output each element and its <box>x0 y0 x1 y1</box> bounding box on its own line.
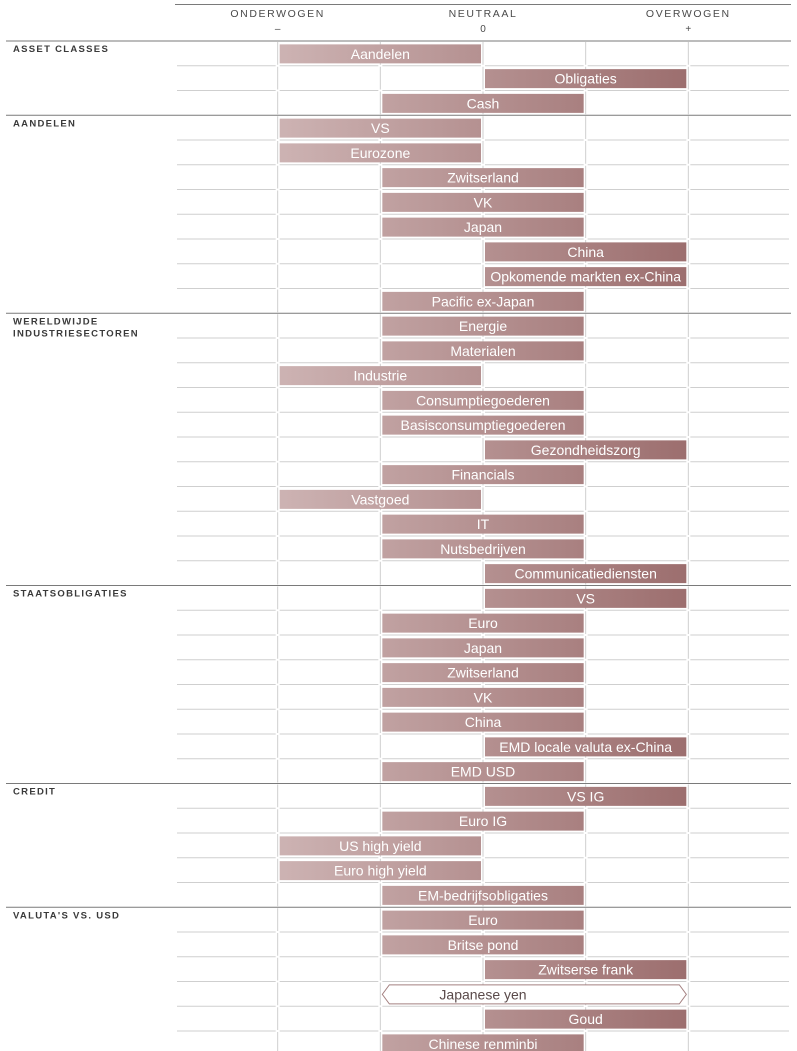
bar-label: Goud <box>569 1011 603 1027</box>
bar-label: Energie <box>459 318 507 334</box>
bar-label: EMD locale valuta ex-China <box>499 739 672 755</box>
bar <box>382 514 584 534</box>
bar-label: Britse pond <box>448 937 519 953</box>
bar-label: Basisconsumptiegoederen <box>401 417 566 433</box>
bar-label: Gezondheidszorg <box>531 442 641 458</box>
bar-label: Zwitserland <box>447 665 519 681</box>
bar <box>382 811 584 831</box>
bar-label: Zwitserland <box>447 170 519 186</box>
bar-label: Euro high yield <box>334 863 427 879</box>
bar-label: VK <box>474 689 493 705</box>
bar-label: Communicatiediensten <box>514 566 656 582</box>
bar <box>382 415 584 435</box>
bar <box>382 341 584 361</box>
bar <box>382 663 584 683</box>
bar <box>279 366 481 386</box>
bar <box>485 564 687 584</box>
bar-label: IT <box>477 516 490 532</box>
bar <box>279 489 481 509</box>
group-labels: ASSET CLASSES AANDELEN WERELDWIJDE INDUSTRI… <box>13 44 139 921</box>
bar <box>382 217 584 237</box>
bar <box>382 885 584 905</box>
header-label-overwogen: OVERWOGEN <box>646 8 731 20</box>
bar <box>382 93 584 113</box>
bar <box>382 192 584 212</box>
header-symbol: + <box>685 24 691 35</box>
bar-label: Japan <box>464 640 502 656</box>
bars: Aandelen Obligaties Cash VS Eurozone Zwitserl… <box>279 44 687 1051</box>
column-header: ONDERWOGEN – NEUTRAAL 0 OVERWOGEN + <box>175 4 791 35</box>
group-label: ASSET CLASSES <box>13 44 109 55</box>
header-symbol: – <box>275 24 281 35</box>
header-label-onderwogen: ONDERWOGEN <box>230 8 325 20</box>
bar-label: VK <box>474 194 493 210</box>
bar-label: Vastgoed <box>351 491 409 507</box>
bar <box>382 613 584 633</box>
bar-label: Materialen <box>450 343 515 359</box>
bar <box>279 861 481 881</box>
group-label: STAATSOBLIGATIES <box>13 589 128 600</box>
bar-label: Euro <box>468 615 498 631</box>
bar-label: Financials <box>451 467 514 483</box>
group-label: CREDIT <box>13 787 56 798</box>
group-label: VALUTA'S VS. USD <box>13 910 120 921</box>
bar <box>382 539 584 559</box>
bar <box>382 1034 584 1051</box>
bar <box>382 712 584 732</box>
bar-label: Aandelen <box>351 46 410 62</box>
bar <box>382 638 584 658</box>
bar <box>382 390 584 410</box>
bar <box>382 687 584 707</box>
bar-label: Japan <box>464 219 502 235</box>
bar-label: Japanese yen <box>439 986 526 1002</box>
grid <box>6 40 791 1051</box>
bar <box>485 440 687 460</box>
header-label-neutraal: NEUTRAAL <box>449 8 518 20</box>
bar-label: Chinese renminbi <box>429 1036 538 1051</box>
bar-label: VS <box>576 590 595 606</box>
bar <box>279 44 481 64</box>
bar-label: Zwitserse frank <box>538 962 634 978</box>
bar <box>485 1009 687 1029</box>
bar <box>485 960 687 980</box>
bar <box>382 935 584 955</box>
bar-label: Euro <box>468 912 498 928</box>
bar <box>382 291 584 311</box>
group-label: AANDELEN <box>13 118 76 129</box>
bar-label: EMD USD <box>451 764 516 780</box>
bar <box>382 465 584 485</box>
bar-label: Industrie <box>353 368 407 384</box>
bar-label: China <box>465 714 502 730</box>
bar <box>485 588 687 608</box>
bar-label: Euro IG <box>459 813 507 829</box>
bar <box>279 118 481 138</box>
bar-label: VS <box>371 120 390 136</box>
bar <box>279 143 481 163</box>
bar-label: US high yield <box>339 838 422 854</box>
bar-label: Pacific ex-Japan <box>432 293 535 309</box>
group-label: WERELDWIJDE INDUSTRIESECTOREN <box>13 316 139 339</box>
bar <box>485 786 687 806</box>
bar-label: Consumptiegoederen <box>416 392 550 408</box>
bar-label: Cash <box>467 95 500 111</box>
bar-label: Eurozone <box>350 145 410 161</box>
bar-label: EM-bedrijfsobligaties <box>418 887 548 903</box>
bar <box>485 242 687 262</box>
bar <box>279 836 481 856</box>
bar-label: Obligaties <box>555 71 617 87</box>
bar <box>485 69 687 89</box>
bar-label: China <box>567 244 604 260</box>
bar <box>382 316 584 336</box>
bar <box>485 267 687 287</box>
bar-label: Nutsbedrijven <box>440 541 526 557</box>
bar <box>382 168 584 188</box>
bar <box>382 910 584 930</box>
bar-label: Opkomende markten ex-China <box>490 269 681 285</box>
bar <box>382 762 584 782</box>
bar-label: VS IG <box>567 788 604 804</box>
bar-outline <box>381 984 687 1005</box>
header-symbol: 0 <box>480 24 486 35</box>
bar <box>485 737 687 757</box>
